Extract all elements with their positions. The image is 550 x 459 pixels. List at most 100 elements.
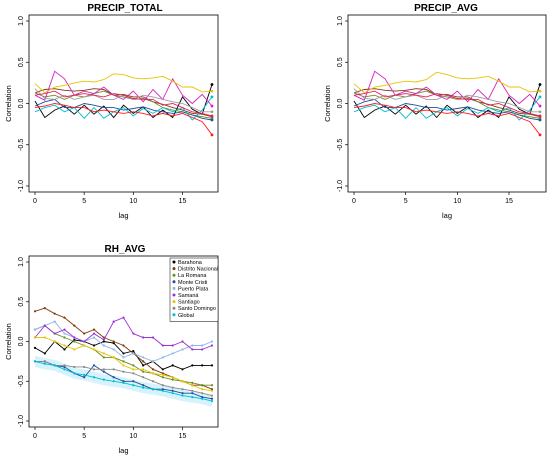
data-point bbox=[210, 400, 214, 403]
data-point bbox=[102, 352, 105, 355]
data-point bbox=[161, 368, 164, 371]
data-point bbox=[191, 364, 194, 367]
y-tick-label: 0.5 bbox=[18, 57, 25, 67]
y-tick-label: -1.0 bbox=[18, 415, 25, 427]
data-point bbox=[122, 381, 125, 384]
data-point bbox=[83, 340, 86, 343]
data-point bbox=[63, 348, 66, 351]
y-axis-label: Correlation bbox=[4, 323, 13, 360]
data-point bbox=[181, 394, 184, 397]
legend-label: La Romana bbox=[178, 273, 207, 279]
data-point bbox=[33, 328, 37, 331]
data-point bbox=[92, 328, 96, 331]
x-tick-label: 15 bbox=[505, 198, 513, 205]
data-point bbox=[210, 340, 214, 343]
data-point bbox=[73, 324, 76, 327]
data-point bbox=[102, 370, 105, 373]
series-line-6 bbox=[34, 70, 213, 107]
data-point bbox=[161, 384, 164, 387]
data-point bbox=[181, 380, 184, 383]
data-point bbox=[171, 364, 174, 367]
data-point bbox=[201, 396, 204, 399]
data-point bbox=[92, 364, 96, 367]
series-line-1 bbox=[34, 84, 213, 119]
series-line-10 bbox=[34, 103, 213, 136]
data-point bbox=[63, 336, 66, 339]
data-point bbox=[63, 332, 66, 335]
end-point bbox=[210, 83, 214, 86]
data-point bbox=[73, 340, 76, 343]
data-point bbox=[142, 360, 145, 363]
data-point bbox=[53, 312, 56, 315]
data-point bbox=[83, 373, 86, 376]
data-point bbox=[112, 368, 115, 371]
end-point bbox=[210, 114, 214, 118]
y-tick-label: 0.0 bbox=[337, 99, 344, 109]
data-point bbox=[151, 360, 155, 363]
data-point bbox=[210, 384, 214, 387]
data-point bbox=[63, 364, 66, 367]
end-point bbox=[538, 110, 542, 114]
series-line-4 bbox=[34, 98, 213, 121]
data-point bbox=[201, 364, 204, 367]
data-point bbox=[210, 388, 214, 391]
data-point bbox=[181, 340, 184, 343]
series-line-3 bbox=[34, 325, 212, 386]
data-point bbox=[102, 338, 105, 342]
legend-label: Puerto Plata bbox=[178, 286, 209, 292]
x-axis-label: lag bbox=[118, 446, 128, 455]
data-point bbox=[112, 348, 115, 351]
data-point bbox=[43, 336, 46, 339]
data-point bbox=[201, 388, 204, 391]
data-point bbox=[102, 340, 105, 343]
x-tick-label: 15 bbox=[179, 433, 187, 440]
legend-label: Samaná bbox=[178, 293, 199, 299]
data-point bbox=[43, 307, 46, 310]
data-point bbox=[63, 368, 66, 371]
data-point bbox=[142, 364, 145, 367]
y-tick-label: 1.0 bbox=[18, 16, 25, 26]
x-tick-label: 5 bbox=[82, 433, 86, 440]
data-point bbox=[73, 365, 76, 369]
data-point bbox=[171, 344, 174, 347]
data-point bbox=[191, 396, 194, 399]
data-point bbox=[112, 341, 115, 345]
data-point bbox=[102, 368, 105, 371]
data-point bbox=[151, 372, 155, 375]
data-point bbox=[181, 368, 184, 371]
x-axis-label: lag bbox=[118, 211, 128, 220]
data-point bbox=[83, 376, 86, 379]
end-point bbox=[210, 110, 214, 114]
data-point bbox=[151, 368, 155, 371]
data-point bbox=[171, 378, 174, 381]
data-point bbox=[142, 368, 145, 371]
y-axis-label: Correlation bbox=[323, 85, 332, 122]
data-point bbox=[122, 370, 125, 373]
y-tick-label: -0.5 bbox=[18, 375, 25, 387]
x-tick-label: 5 bbox=[82, 198, 86, 205]
plot-frame bbox=[28, 14, 219, 193]
data-point bbox=[43, 352, 46, 355]
data-point bbox=[191, 389, 194, 392]
data-point bbox=[83, 365, 86, 369]
data-point bbox=[210, 394, 214, 397]
plot-frame bbox=[347, 14, 547, 193]
data-point bbox=[33, 346, 37, 349]
data-point bbox=[191, 348, 194, 351]
data-point bbox=[83, 332, 86, 335]
data-point bbox=[142, 336, 145, 339]
data-point bbox=[102, 378, 105, 381]
legend-marker bbox=[172, 260, 176, 264]
end-point bbox=[538, 104, 542, 108]
data-point bbox=[92, 344, 96, 347]
data-point bbox=[122, 316, 125, 319]
legend-marker bbox=[172, 300, 176, 304]
data-point bbox=[122, 344, 125, 347]
legend-label: Global bbox=[178, 313, 194, 319]
data-point bbox=[142, 356, 145, 359]
end-point bbox=[210, 133, 214, 137]
data-point bbox=[142, 384, 145, 387]
legend-label: Distrito Nacional bbox=[178, 267, 218, 273]
data-point bbox=[92, 336, 96, 339]
